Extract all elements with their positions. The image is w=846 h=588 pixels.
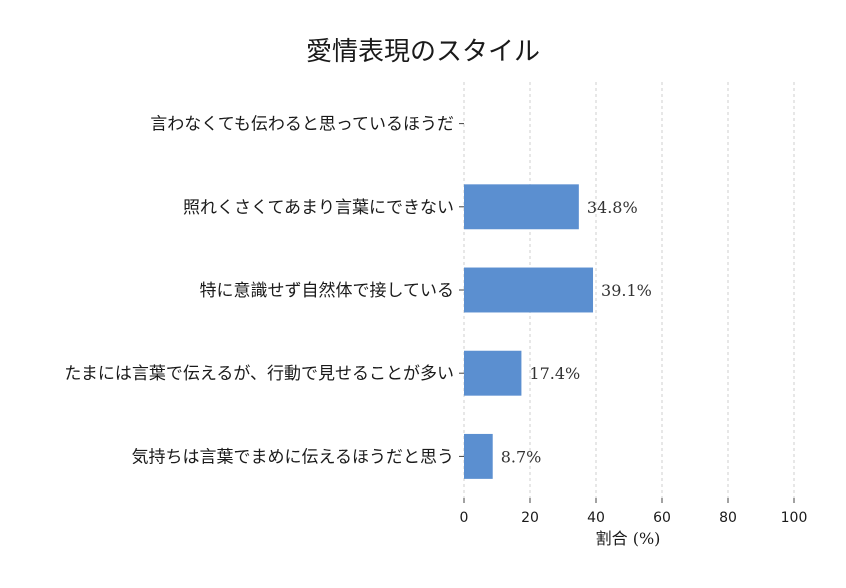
category-label: 照れくさくてあまり言葉にできない xyxy=(183,198,454,218)
x-tick-label: 40 xyxy=(587,510,605,526)
chart-title: 愛情表現のスタイル xyxy=(306,37,540,67)
x-tick-label: 100 xyxy=(781,510,808,526)
bar xyxy=(464,350,522,396)
value-label: 8.7% xyxy=(501,447,542,466)
x-tick-label: 20 xyxy=(521,510,539,526)
x-axis-label: 割合 (%) xyxy=(596,529,661,548)
value-label: 17.4% xyxy=(529,364,580,383)
x-axis-ticks: 0 20 40 60 80 100 xyxy=(459,123,808,526)
category-label: 言わなくても伝わると思っているほうだ xyxy=(150,115,454,135)
category-labels: 言わなくても伝わると思っているほうだ照れくさくてあまり言葉にできない特に意識せず… xyxy=(64,115,454,468)
x-tick-label: 60 xyxy=(653,510,671,526)
bar xyxy=(464,433,493,479)
x-tick-label: 0 xyxy=(460,510,469,526)
value-label: 39.1% xyxy=(601,281,652,300)
value-label: 34.8% xyxy=(587,198,638,217)
bar xyxy=(464,184,579,230)
bar xyxy=(464,267,594,313)
value-labels: 34.8% 39.1% 17.4% 8.7% xyxy=(501,198,652,467)
category-label: 特に意識せず自然体で接している xyxy=(200,281,455,301)
category-label: たまには言葉で伝えるが、行動で見せることが多い xyxy=(64,364,454,384)
bars xyxy=(464,184,594,479)
x-tick-label: 80 xyxy=(719,510,737,526)
category-label: 気持ちは言葉でまめに伝えるほうだと思う xyxy=(132,447,455,467)
